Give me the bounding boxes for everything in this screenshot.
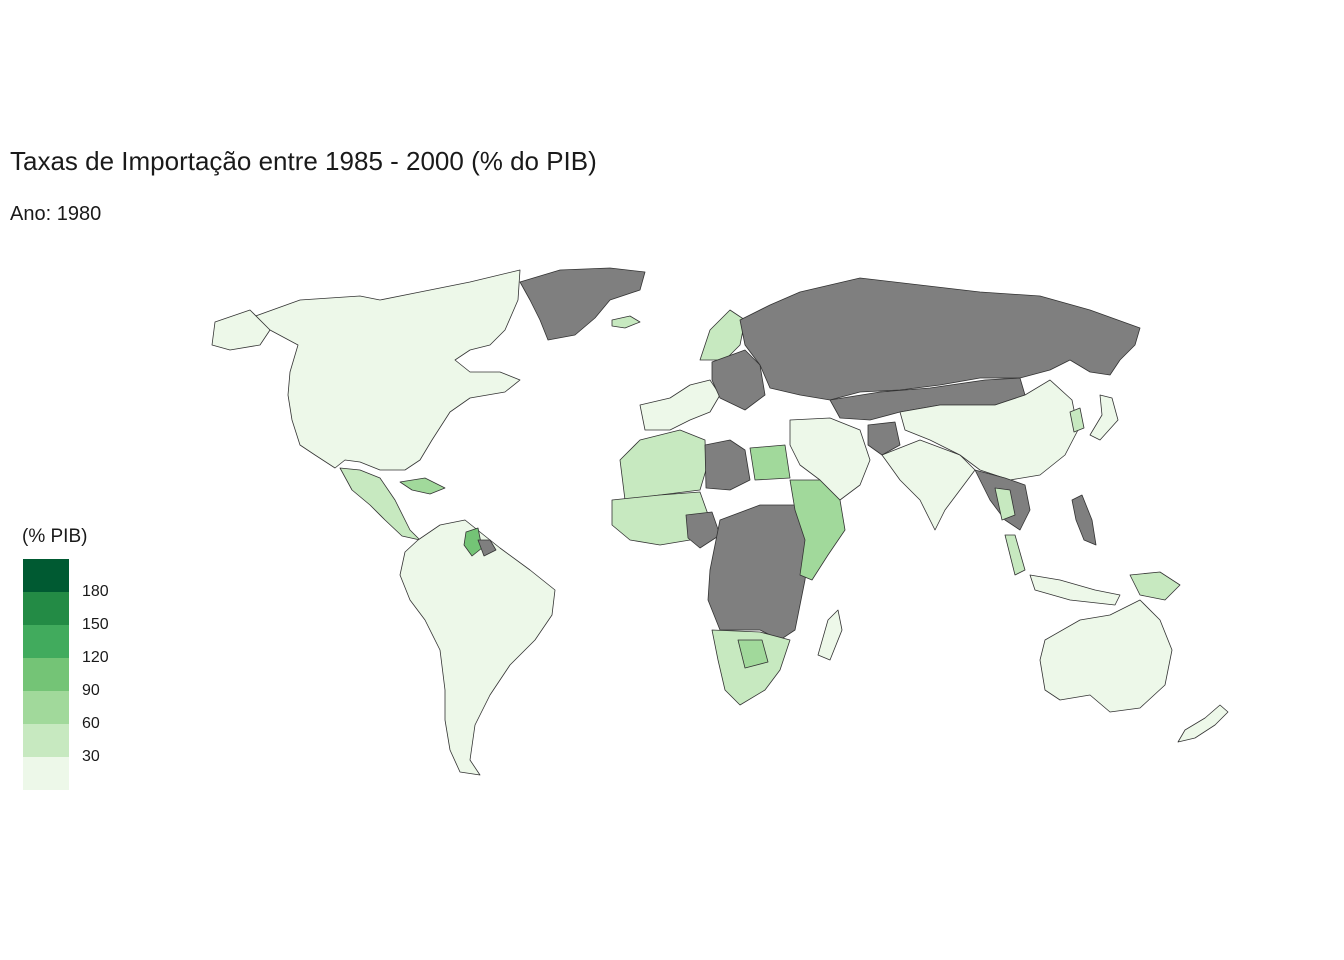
region-korea — [1069, 407, 1085, 433]
region-russia — [739, 277, 1141, 401]
region-north-america — [249, 269, 521, 471]
region-malaysia — [1004, 534, 1026, 576]
region-eastern-bloc — [711, 349, 766, 411]
legend-label: 90 — [82, 682, 100, 699]
region-png — [1129, 571, 1181, 601]
legend-title: (% PIB) — [22, 526, 88, 547]
region-middle-east — [789, 417, 871, 501]
region-caribbean — [399, 477, 446, 495]
region-afghanistan — [867, 421, 901, 456]
legend-label: 120 — [82, 649, 109, 666]
region-suriname — [477, 539, 497, 557]
region-thailand — [994, 487, 1016, 521]
region-china — [899, 379, 1079, 481]
region-greenland — [519, 267, 646, 341]
legend-label: 60 — [82, 715, 100, 732]
legend-swatch — [23, 592, 69, 625]
region-central-africa — [707, 504, 811, 641]
chart-subtitle: Ano: 1980 — [10, 203, 102, 225]
region-south-asia — [881, 439, 976, 531]
region-japan — [1089, 394, 1119, 441]
region-central-america — [339, 467, 421, 541]
region-southern-africa — [711, 629, 791, 706]
region-australia — [1039, 599, 1173, 713]
region-philippines — [1071, 494, 1097, 546]
legend-swatch — [23, 625, 69, 658]
region-western-europe — [639, 379, 721, 431]
legend-swatch — [23, 757, 69, 790]
region-botswana — [737, 639, 769, 669]
legend-swatch — [23, 691, 69, 724]
legend-colorbar — [23, 559, 69, 790]
legend-swatch — [23, 559, 69, 592]
chart-title: Taxas de Importação entre 1985 - 2000 (%… — [10, 146, 597, 176]
legend-label: 150 — [82, 616, 109, 633]
region-alaska — [211, 309, 271, 351]
region-north-africa — [619, 429, 707, 501]
legend-swatch — [23, 724, 69, 757]
region-new-zealand — [1177, 704, 1229, 743]
region-madagascar — [817, 609, 843, 661]
legend-label: 180 — [82, 583, 109, 600]
legend-swatch — [23, 658, 69, 691]
legend-label: 30 — [82, 748, 100, 765]
region-guyana — [463, 527, 483, 557]
region-south-america — [399, 519, 556, 776]
region-indonesia — [1029, 574, 1121, 606]
region-egypt — [749, 444, 791, 481]
region-iceland — [611, 315, 641, 329]
region-nigeria — [685, 511, 721, 549]
region-libya — [704, 439, 751, 491]
